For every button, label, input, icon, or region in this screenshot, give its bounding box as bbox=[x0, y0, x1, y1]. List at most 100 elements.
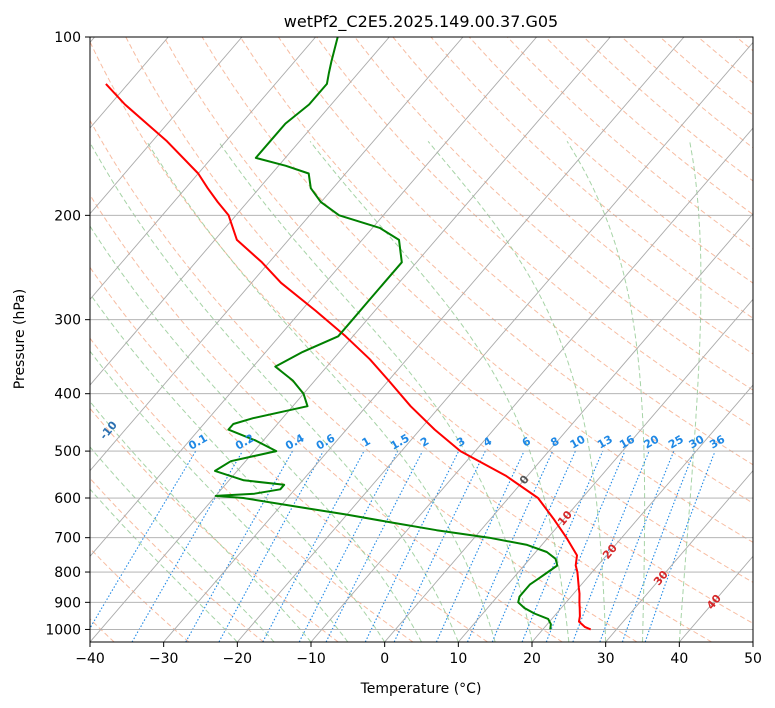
dry-adiabat-line bbox=[239, 37, 753, 504]
mixing-ratio-label: 8 bbox=[548, 435, 561, 450]
dry-adiabat-line bbox=[90, 40, 712, 642]
mixing-ratio-label: 1 bbox=[360, 435, 373, 450]
dry-adiabat-line bbox=[277, 37, 753, 466]
isotherm-line bbox=[90, 37, 316, 301]
mixing-ratio-label: 10 bbox=[568, 432, 588, 451]
isotherm-line bbox=[163, 37, 685, 642]
x-tick-label: −10 bbox=[296, 651, 326, 667]
dry-adiabat-line bbox=[163, 37, 753, 583]
mixing-ratio-line bbox=[325, 450, 423, 642]
mixing-ratio-line bbox=[521, 450, 604, 642]
isotherm-line bbox=[457, 298, 753, 642]
dry-adiabat-line bbox=[90, 119, 638, 642]
dry-adiabat-label: -10 bbox=[97, 418, 120, 442]
mixing-ratio-line bbox=[298, 450, 399, 642]
isotherm-line bbox=[90, 37, 243, 215]
isotherm-line bbox=[90, 37, 390, 386]
y-tick-label: 900 bbox=[54, 595, 81, 611]
y-tick-label: 800 bbox=[54, 565, 81, 581]
plot-frame bbox=[89, 36, 754, 643]
y-tick-label: 1000 bbox=[45, 622, 81, 638]
y-tick-label: 100 bbox=[54, 30, 81, 46]
dewpoint-profile-line bbox=[214, 37, 559, 630]
x-tick-label: 50 bbox=[744, 651, 762, 667]
mixing-ratio-line bbox=[90, 450, 197, 630]
isotherm-line bbox=[310, 127, 753, 642]
dry-adiabat-line bbox=[90, 194, 563, 642]
dry-adiabat-line bbox=[125, 37, 753, 624]
mixing-ratio-label: 0.4 bbox=[283, 431, 307, 452]
mixing-ratio-line bbox=[435, 450, 525, 642]
dry-adiabat-line bbox=[392, 37, 753, 355]
x-tick-label: −20 bbox=[223, 651, 253, 667]
x-tick-label: −30 bbox=[149, 651, 179, 667]
mixing-ratio-line bbox=[364, 450, 460, 642]
moist-adiabat-line bbox=[90, 141, 459, 642]
mixing-ratio-label: 25 bbox=[666, 433, 686, 452]
mixing-ratio-line bbox=[393, 450, 486, 642]
mixing-ratio-line bbox=[644, 450, 716, 642]
dry-adiabat-line bbox=[507, 37, 753, 250]
mixing-ratio-label: 13 bbox=[595, 433, 615, 452]
dry-adiabat-line bbox=[735, 37, 753, 52]
y-axis-label: Pressure (hPa) bbox=[12, 289, 28, 389]
dry-adiabat-line bbox=[90, 266, 488, 642]
x-tick-label: 10 bbox=[449, 651, 467, 667]
isotherm-line bbox=[90, 37, 537, 558]
chart-title: wetPf2_C2E5.2025.149.00.37.G05 bbox=[284, 12, 558, 32]
x-tick-label: 0 bbox=[380, 651, 389, 667]
isotherm-line bbox=[752, 641, 753, 642]
dry-adiabat-line bbox=[201, 37, 753, 543]
mixing-ratio-line bbox=[218, 450, 324, 642]
moist-adiabat-line bbox=[566, 141, 646, 642]
y-tick-label: 600 bbox=[54, 491, 81, 507]
dry-adiabat-line bbox=[468, 37, 753, 284]
isotherm-line bbox=[384, 213, 753, 642]
y-tick-label: 400 bbox=[54, 387, 81, 403]
x-tick-label: 40 bbox=[670, 651, 688, 667]
isotherm-line bbox=[236, 41, 753, 642]
dry-adiabat-line bbox=[90, 337, 414, 642]
isotherm-line bbox=[605, 469, 753, 642]
y-tick-label: 200 bbox=[54, 208, 81, 224]
dry-adiabat-line bbox=[90, 477, 264, 642]
moist-adiabat-line bbox=[90, 350, 349, 642]
x-tick-label: 20 bbox=[523, 651, 541, 667]
moist-adiabat-line bbox=[678, 141, 702, 642]
mixing-ratio-line bbox=[131, 450, 244, 642]
x-tick-label: 30 bbox=[597, 651, 615, 667]
mixing-ratio-line bbox=[545, 450, 626, 642]
dry-adiabat-line bbox=[545, 37, 753, 216]
moist-adiabat-line bbox=[146, 141, 496, 642]
y-tick-label: 300 bbox=[54, 313, 81, 329]
x-tick-label: −40 bbox=[75, 651, 105, 667]
moist-adiabat-line bbox=[90, 400, 312, 642]
mixing-ratio-line bbox=[185, 450, 293, 642]
x-axis-label: Temperature (°C) bbox=[360, 681, 482, 697]
mixing-ratio-line bbox=[599, 450, 675, 642]
isotherm-line bbox=[531, 384, 753, 642]
y-tick-label: 700 bbox=[54, 531, 81, 547]
mixing-ratio-line bbox=[621, 450, 695, 642]
mixing-ratio-label: 30 bbox=[687, 432, 707, 451]
mixing-ratio-line bbox=[572, 450, 650, 642]
mixing-ratio-label: 4 bbox=[481, 434, 494, 449]
mixing-ratio-label: 36 bbox=[707, 432, 727, 451]
dry-adiabat-line bbox=[354, 37, 753, 391]
y-tick-label: 500 bbox=[54, 444, 81, 460]
dry-adiabat-line bbox=[90, 407, 339, 642]
mixing-ratio-line bbox=[262, 450, 365, 642]
moist-adiabat-line bbox=[427, 140, 607, 642]
mixing-ratio-label: 16 bbox=[617, 432, 637, 451]
temperature-profile-line bbox=[105, 83, 592, 631]
mixing-ratio-label: 20 bbox=[641, 432, 661, 451]
mixing-ratio-label: 2 bbox=[418, 435, 431, 450]
mixing-ratio-label: 0.2 bbox=[233, 432, 256, 453]
moist-adiabat-line bbox=[90, 446, 275, 642]
mixing-ratio-label: 1.5 bbox=[388, 432, 411, 453]
dry-adiabat-line bbox=[697, 37, 753, 84]
isotherm-line bbox=[90, 37, 464, 472]
mixing-ratio-label: 6 bbox=[520, 434, 533, 449]
dry-adiabat-line bbox=[659, 37, 753, 116]
